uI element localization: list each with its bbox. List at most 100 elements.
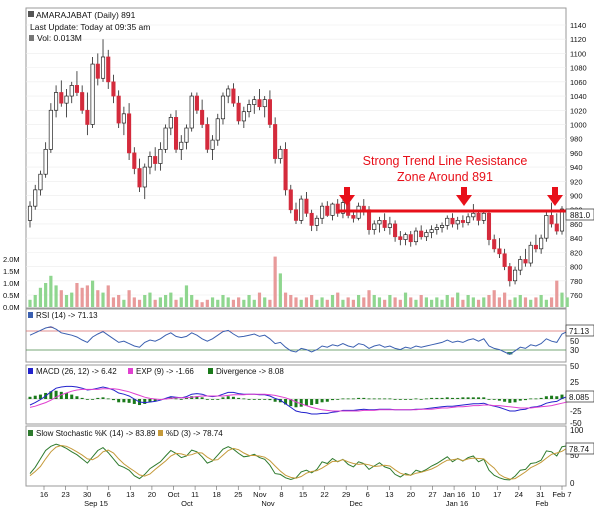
rsi-label: RSI (14) -> 71.13 [36, 311, 98, 320]
price-axis-label: 800 [570, 263, 583, 272]
price-axis-label: 1020 [570, 106, 587, 115]
volume-bar [330, 295, 335, 307]
candle-body [424, 232, 429, 238]
macd-histogram-bar [357, 397, 361, 399]
macd-histogram-bar [59, 391, 63, 399]
candle-body [273, 124, 278, 159]
arrow-shaft [461, 187, 467, 196]
candle-body [539, 237, 544, 250]
macd-histogram-bar [482, 397, 486, 399]
volume-bar [435, 297, 439, 307]
volume-bar [80, 287, 84, 307]
volume-bar [529, 299, 533, 307]
macd-histogram-bar [388, 398, 392, 400]
macd-histogram-bar [226, 396, 230, 399]
candle-body [309, 212, 314, 226]
price-axis-label: 820 [570, 248, 583, 257]
candle-body [163, 127, 168, 150]
candle-body [460, 220, 465, 223]
macd-histogram-bar [216, 399, 220, 400]
x-axis-label: 13 [126, 490, 134, 499]
candle-body [513, 269, 518, 282]
volume-bar [200, 302, 204, 307]
volume-bar [372, 295, 376, 307]
volume-bar [492, 290, 496, 307]
macd-histogram-bar [471, 397, 475, 399]
rsi-tag: 71.13 [569, 327, 590, 336]
candle-body [205, 124, 210, 150]
macd-histogram-bar [132, 399, 136, 404]
candle-body [158, 148, 163, 164]
candle-body [314, 217, 319, 226]
volume-bar [393, 297, 397, 307]
candle-body [147, 156, 153, 168]
volume-bar [226, 297, 230, 307]
volume-bar [242, 299, 246, 307]
stoch-tag: 78.74 [569, 445, 590, 454]
macd-histogram-bar [80, 397, 84, 399]
price-axis-label: 1000 [570, 120, 587, 129]
candle-body [210, 139, 215, 150]
macd-histogram-bar [503, 399, 507, 402]
x-axis-label: Jan 16 [443, 490, 466, 499]
x-axis-label: 24 [515, 490, 523, 499]
macd-histogram-bar [38, 394, 42, 399]
volume-legend-icon [29, 35, 34, 41]
grid [26, 24, 566, 296]
x-axis-month-label: Jan 16 [446, 499, 469, 508]
candle-body [168, 117, 173, 129]
macd-histogram-bar [310, 399, 314, 406]
candle-body [419, 230, 424, 238]
volume-bar [503, 292, 507, 307]
candle-body [481, 212, 486, 221]
macd-histogram-bar [492, 399, 496, 400]
volume-bar [476, 299, 481, 307]
macd-histogram-bar [404, 399, 408, 400]
x-axis-label: Feb 7 [552, 490, 571, 499]
candle-body [429, 229, 434, 233]
rsi-line [29, 326, 573, 355]
volume-bar [398, 299, 402, 307]
macd-histogram-bar [106, 398, 110, 400]
candle-body [90, 63, 95, 125]
volume-bar [414, 299, 418, 307]
candle-body [215, 118, 220, 141]
x-axis-label: 23 [61, 490, 69, 499]
rsi-legend-icon [28, 312, 33, 318]
volume-bar [153, 299, 157, 307]
volume-bar [461, 299, 465, 307]
volume-bar [237, 297, 241, 307]
volume-bar [90, 280, 95, 307]
candle-body [434, 227, 439, 230]
candle-body [366, 209, 372, 230]
resistance-arrows [339, 187, 563, 206]
x-axis: 16 23 30 6 13 20 Oct 11 18 25 Nov 8 15 22 29 6 13 20 27 Jan… [40, 486, 572, 508]
volume-bar [158, 297, 162, 307]
price-axis-label: 1100 [570, 49, 586, 58]
candle-body [507, 266, 512, 282]
macd-histogram-bar [247, 399, 251, 400]
candle-body [142, 166, 147, 188]
volume-bar [377, 297, 382, 307]
macd-histogram-bar [273, 399, 277, 402]
macd-histogram-bar [117, 399, 121, 403]
x-axis-label: 25 [234, 490, 242, 499]
volume-bar [304, 297, 309, 307]
x-axis-label: 13 [385, 490, 393, 499]
exp-legend-icon [128, 368, 133, 374]
candle-body [184, 127, 189, 143]
candle-body [554, 223, 559, 232]
stoch-tag-box [565, 442, 594, 455]
x-axis-label: 20 [407, 490, 415, 499]
candle-body [293, 209, 299, 221]
volume-bar [310, 295, 314, 307]
macd-histogram-bar [54, 390, 58, 399]
candle-body [361, 205, 366, 211]
candle-body [299, 198, 304, 221]
candle-body [492, 239, 497, 250]
volume-bar [148, 292, 152, 307]
macd-histogram-bar [393, 399, 397, 400]
macd-axis-50: 50 [570, 362, 579, 371]
volume-bar [96, 290, 100, 307]
volume-bar [534, 297, 538, 307]
